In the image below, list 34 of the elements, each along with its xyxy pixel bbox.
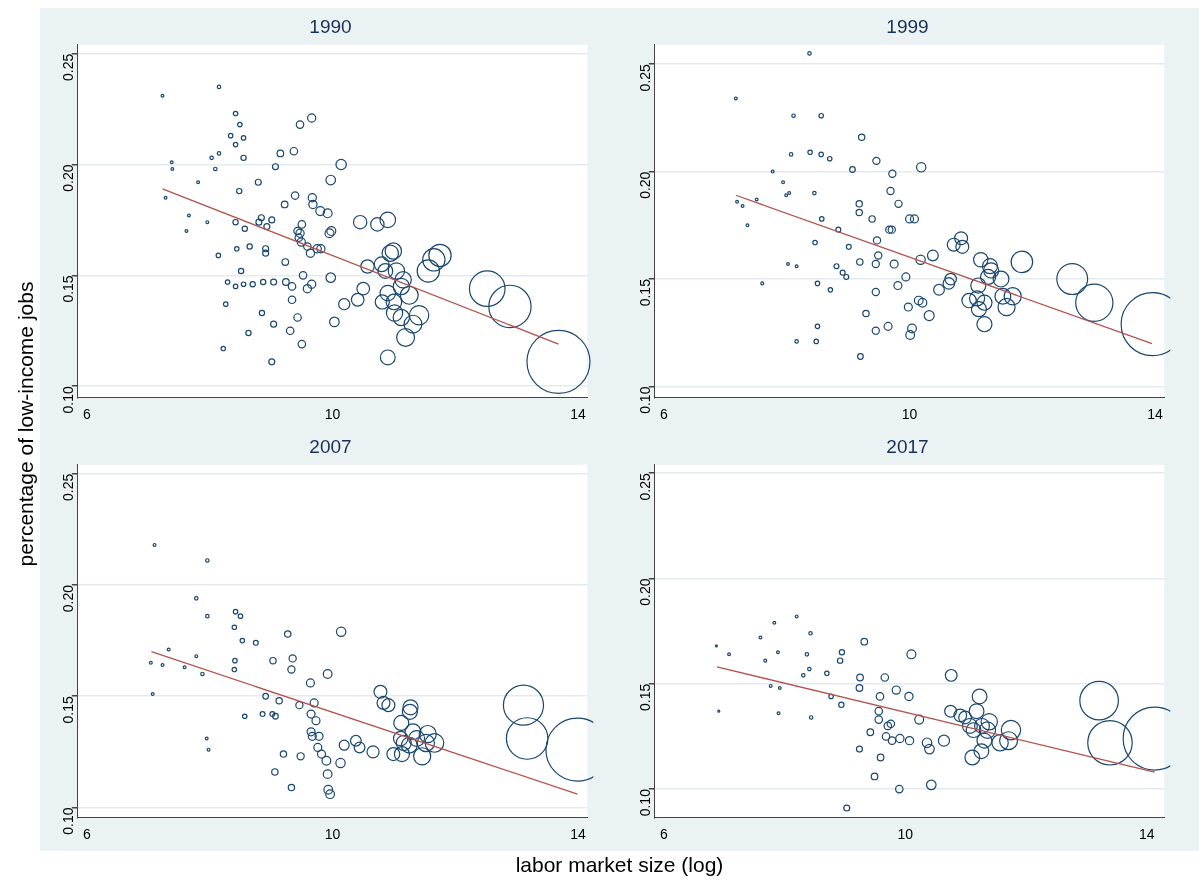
- y-tick-label: 0.15: [59, 696, 76, 724]
- y-tick-label: 0.10: [636, 386, 653, 414]
- y-axis-title: percentage of low-income jobs: [13, 280, 38, 569]
- x-tick-label: 14: [1139, 825, 1155, 842]
- y-tick-label: 0.25: [636, 63, 653, 92]
- y-tick-label: 0.20: [59, 164, 76, 192]
- x-tick-label: 14: [570, 825, 587, 842]
- y-tick-label: 0.25: [59, 53, 76, 81]
- x-tick-label: 6: [659, 825, 668, 842]
- y-tick-label: 0.10: [636, 788, 653, 817]
- x-tick-label: 10: [901, 405, 918, 422]
- x-tick-label: 6: [83, 825, 92, 842]
- x-tick-label: 10: [324, 405, 341, 422]
- chart-title: 2017: [886, 435, 929, 457]
- chart-title: 2007: [309, 435, 352, 457]
- x-tick-label: 6: [660, 405, 669, 422]
- y-tick-label: 0.10: [59, 386, 76, 414]
- x-axis-title: labor market size (log): [514, 852, 725, 878]
- x-tick-label: 10: [324, 825, 341, 842]
- y-tick-label: 0.20: [636, 578, 653, 606]
- chart-title: 1999: [886, 15, 929, 37]
- y-tick-label: 0.20: [59, 584, 76, 613]
- chart-title: 1990: [309, 15, 352, 37]
- y-tick-label: 0.15: [636, 278, 653, 307]
- y-tick-label: 0.25: [59, 473, 76, 501]
- x-tick-label: 10: [897, 825, 914, 842]
- y-tick-label: 0.20: [636, 171, 653, 199]
- y-tick-label: 0.10: [59, 807, 76, 835]
- y-tick-label: 0.15: [636, 683, 653, 712]
- x-tick-label: 6: [83, 405, 92, 422]
- y-tick-label: 0.15: [59, 275, 76, 303]
- y-tick-label: 0.25: [636, 473, 653, 501]
- x-tick-label: 14: [1147, 405, 1164, 422]
- x-tick-label: 14: [570, 405, 587, 422]
